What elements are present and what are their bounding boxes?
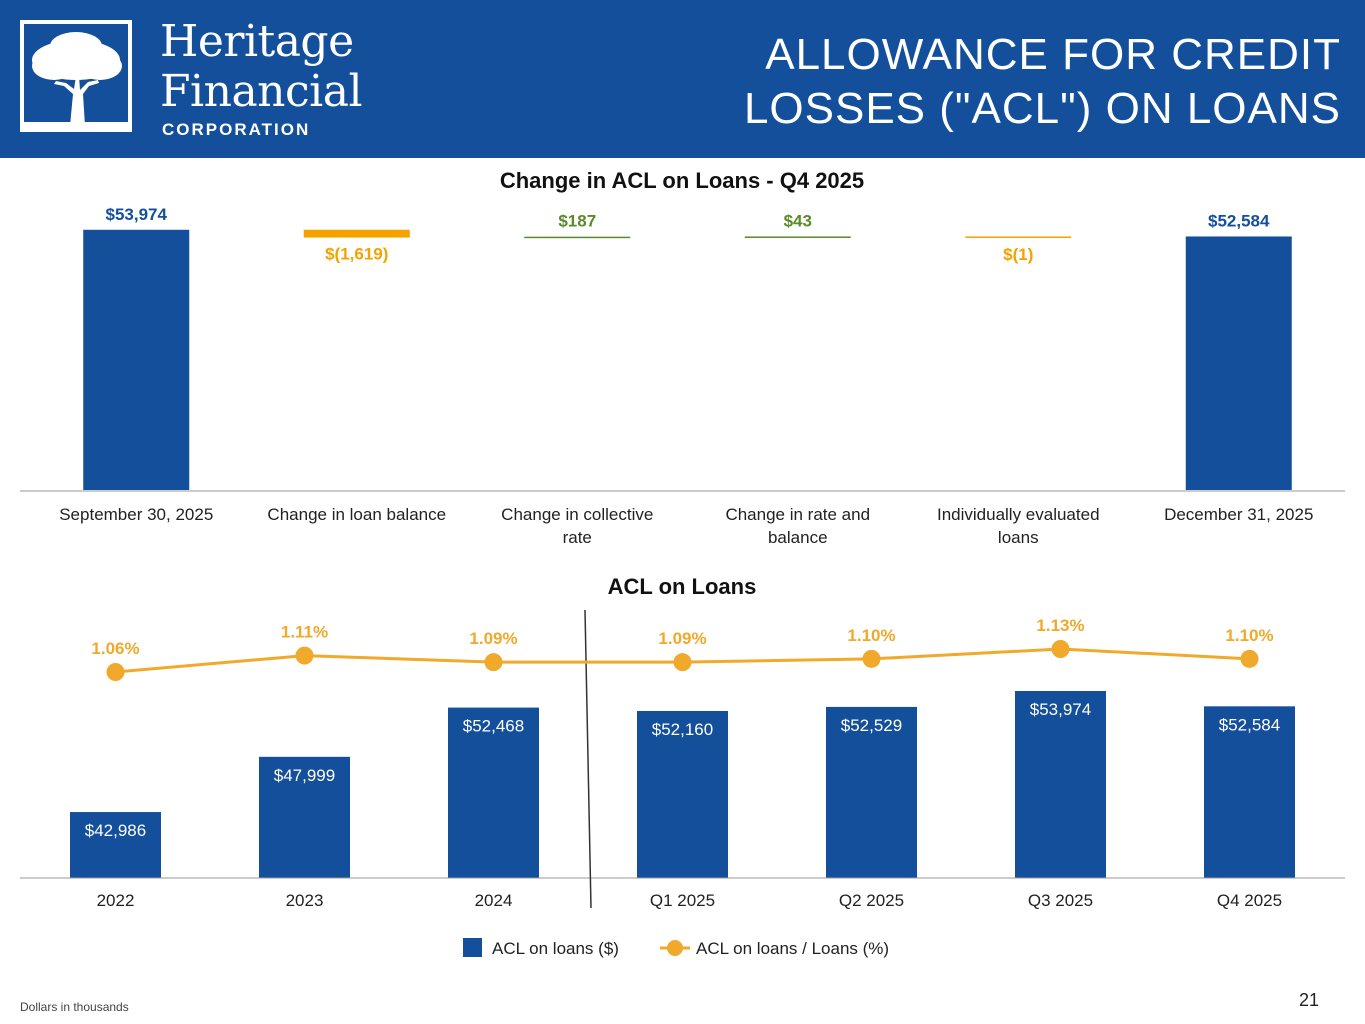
legend-bar-label: ACL on loans ($) xyxy=(492,939,619,958)
waterfall-bar-0 xyxy=(83,229,190,490)
footnote: Dollars in thousands xyxy=(20,1000,129,1014)
legend-bar-swatch xyxy=(463,938,482,957)
waterfall-bar-4 xyxy=(965,236,1072,238)
waterfall-bar-2 xyxy=(524,236,631,239)
waterfall-data-label-0: $53,974 xyxy=(106,205,168,224)
page-number: 21 xyxy=(1298,990,1319,1010)
waterfall-category-label-3-1: balance xyxy=(768,528,828,547)
acl-category-label-1: 2023 xyxy=(286,891,324,910)
acl-bar-label-6: $52,584 xyxy=(1219,715,1280,734)
logo-word-heritage: Heritage xyxy=(160,16,354,67)
acl-combo-chart: ACL on Loans $42,986 2022 $47,999 2023 $52,46… xyxy=(20,574,1345,958)
acl-ratio-point-3 xyxy=(673,653,692,672)
acl-ratio-label-3: 1.09% xyxy=(658,629,706,648)
acl-ratio-point-1 xyxy=(295,646,314,665)
waterfall-chart: Change in ACL on Loans - Q4 2025 $53,974 S… xyxy=(20,168,1345,547)
waterfall-data-label-5: $52,584 xyxy=(1208,211,1270,230)
acl-ratio-label-1: 1.11% xyxy=(281,623,328,642)
acl-ratio-point-4 xyxy=(862,649,881,668)
acl-ratio-label-2: 1.09% xyxy=(469,629,517,648)
acl-bar-3 xyxy=(637,710,728,878)
waterfall-data-label-4: $(1) xyxy=(1003,245,1033,264)
acl-bar-label-4: $52,529 xyxy=(841,716,902,735)
waterfall-category-label-4-1: loans xyxy=(998,528,1039,547)
acl-category-label-3: Q1 2025 xyxy=(650,891,715,910)
acl-bar-label-2: $52,468 xyxy=(463,717,524,736)
waterfall-category-label-3-0: Change in rate and xyxy=(725,505,870,524)
legend-line-label: ACL on loans / Loans (%) xyxy=(696,939,889,958)
acl-chart-title: ACL on Loans xyxy=(608,574,757,599)
legend-line-marker xyxy=(667,940,683,956)
waterfall-category-label-0-0: September 30, 2025 xyxy=(59,505,213,524)
acl-bar-label-3: $52,160 xyxy=(652,720,713,739)
acl-bar-6 xyxy=(1204,706,1295,878)
acl-bar-0 xyxy=(70,812,161,878)
acl-category-label-6: Q4 2025 xyxy=(1217,891,1282,910)
waterfall-bar-3 xyxy=(744,236,851,238)
acl-ratio-label-4: 1.10% xyxy=(847,626,895,645)
waterfall-category-label-1-0: Change in loan balance xyxy=(267,505,446,524)
page-title-line-2: LOSSES ("ACL") ON LOANS xyxy=(743,84,1341,133)
period-divider-line xyxy=(584,609,592,909)
waterfall-data-label-3: $43 xyxy=(784,211,812,230)
logo-word-corporation: CORPORATION xyxy=(162,120,311,139)
acl-bar-5 xyxy=(1015,691,1106,878)
tree-logo-icon xyxy=(20,20,132,132)
waterfall-category-label-5-0: December 31, 2025 xyxy=(1164,505,1313,524)
waterfall-category-label-4-0: Individually evaluated xyxy=(937,505,1100,524)
waterfall-category-label-2-0: Change in collective xyxy=(501,505,653,524)
acl-ratio-point-0 xyxy=(106,663,125,681)
acl-category-label-0: 2022 xyxy=(97,891,135,910)
waterfall-category-label-2-1: rate xyxy=(563,528,592,547)
acl-bar-4 xyxy=(826,706,917,878)
acl-ratio-point-2 xyxy=(484,653,503,672)
waterfall-bar-5 xyxy=(1185,236,1292,490)
acl-ratio-label-0: 1.06% xyxy=(91,639,139,658)
acl-ratio-label-6: 1.10% xyxy=(1225,626,1273,645)
header-banner: Heritage Financial CORPORATION ALLOWANCE… xyxy=(0,0,1365,158)
logo-word-financial: Financial xyxy=(160,66,363,117)
acl-ratio-point-6 xyxy=(1240,649,1259,668)
waterfall-data-label-2: $187 xyxy=(558,212,596,231)
acl-ratio-label-5: 1.13% xyxy=(1036,616,1084,635)
acl-ratio-point-5 xyxy=(1051,640,1070,658)
waterfall-bar-1 xyxy=(303,229,410,238)
acl-category-label-5: Q3 2025 xyxy=(1028,891,1093,910)
acl-bar-label-1: $47,999 xyxy=(274,766,335,785)
acl-category-label-4: Q2 2025 xyxy=(839,891,904,910)
acl-bar-1 xyxy=(259,756,350,878)
waterfall-title: Change in ACL on Loans - Q4 2025 xyxy=(500,168,864,193)
acl-bar-label-0: $42,986 xyxy=(85,821,146,840)
acl-category-label-2: 2024 xyxy=(475,891,513,910)
acl-bar-2 xyxy=(448,707,539,878)
waterfall-data-label-1: $(1,619) xyxy=(325,245,388,264)
acl-bar-label-5: $53,974 xyxy=(1030,700,1091,719)
page-title-line-1: ALLOWANCE FOR CREDIT xyxy=(765,30,1341,79)
